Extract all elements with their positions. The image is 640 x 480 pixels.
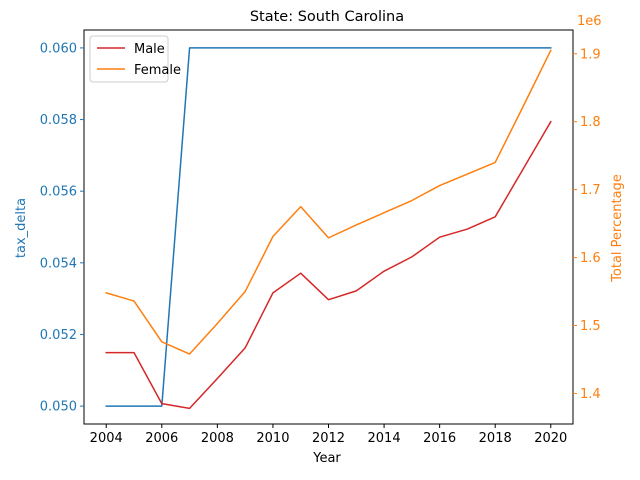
left-y-tick-label: 0.052	[40, 328, 77, 343]
right-y-tick-label: 1.5	[580, 319, 601, 334]
legend-label-female: Female	[134, 63, 181, 78]
x-tick-label: 2008	[201, 431, 234, 446]
series-line-female	[105, 49, 552, 355]
x-axis: 2004 2006 2008 2010 2012 2014 2016 2018 2020	[90, 424, 567, 446]
right-y-tick-label: 1.4	[580, 387, 601, 402]
x-tick-label: 2004	[90, 431, 123, 446]
x-axis-label: Year	[312, 451, 341, 466]
x-tick-label: 2012	[312, 431, 345, 446]
x-tick-label: 2020	[534, 431, 567, 446]
x-tick-label: 2014	[368, 431, 401, 446]
left-y-axis: 0.050 0.052 0.054 0.056 0.058 0.060	[40, 41, 84, 415]
right-y-tick-label: 1.9	[580, 47, 601, 62]
legend-label-male: Male	[134, 42, 165, 57]
right-y-tick-label: 1.6	[580, 251, 601, 266]
left-y-tick-label: 0.050	[40, 400, 77, 415]
chart-title: State: South Carolina	[250, 9, 404, 25]
right-y-tick-label: 1.7	[580, 183, 601, 198]
right-y-axis-offset-text: 1e6	[577, 14, 602, 29]
x-tick-label: 2010	[256, 431, 289, 446]
x-tick-label: 2016	[423, 431, 456, 446]
series-line-male	[105, 120, 552, 410]
right-y-axis: 1.4 1.5 1.6 1.7 1.8 1.9	[573, 47, 601, 402]
left-y-tick-label: 0.054	[40, 256, 77, 271]
right-y-axis-label: Total Percentage	[610, 174, 625, 283]
x-tick-label: 2018	[479, 431, 512, 446]
left-y-tick-label: 0.056	[40, 185, 77, 200]
legend: Male Female	[89, 35, 181, 83]
right-y-tick-label: 1.8	[580, 115, 601, 130]
plot-frame	[83, 29, 574, 425]
left-y-tick-label: 0.060	[40, 41, 77, 56]
x-tick-label: 2006	[145, 431, 178, 446]
left-y-axis-label: tax_delta	[14, 198, 29, 258]
left-y-tick-label: 0.058	[40, 113, 77, 128]
series-line-tax_delta	[105, 47, 552, 407]
series-lines	[105, 47, 552, 410]
